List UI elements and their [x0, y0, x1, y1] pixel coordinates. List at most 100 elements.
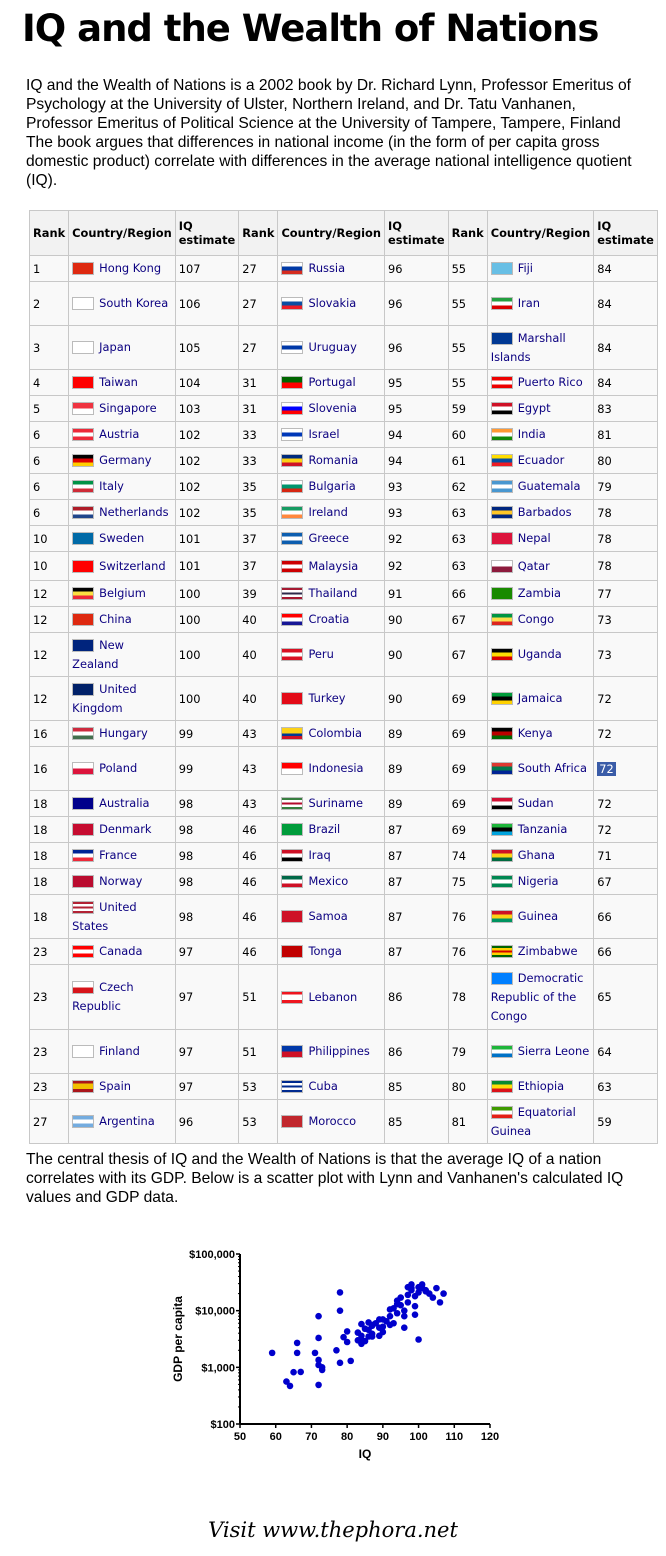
- country-cell[interactable]: Peru: [277, 632, 385, 677]
- country-cell[interactable]: Morocco: [277, 1099, 385, 1144]
- country-cell[interactable]: Indonesia: [277, 746, 385, 791]
- country-link[interactable]: Russia: [308, 261, 346, 275]
- country-cell[interactable]: Australia: [68, 790, 176, 817]
- country-link[interactable]: Taiwan: [99, 375, 138, 389]
- country-cell[interactable]: New Zealand: [68, 632, 176, 677]
- country-link[interactable]: Portugal: [308, 375, 356, 389]
- country-link[interactable]: Denmark: [99, 822, 152, 836]
- country-link[interactable]: Czech Republic: [72, 980, 134, 1013]
- country-link[interactable]: Puerto Rico: [517, 375, 583, 389]
- country-link[interactable]: Hong Kong: [99, 261, 162, 275]
- country-link[interactable]: Uruguay: [308, 340, 357, 354]
- country-cell[interactable]: Kenya: [486, 720, 595, 747]
- country-link[interactable]: Singapore: [99, 401, 157, 415]
- country-link[interactable]: Brazil: [308, 822, 341, 836]
- country-link[interactable]: Nigeria: [517, 874, 559, 888]
- country-link[interactable]: Norway: [99, 874, 143, 888]
- country-cell[interactable]: Lebanon: [277, 964, 385, 1030]
- country-link[interactable]: Jamaica: [517, 691, 563, 705]
- country-cell[interactable]: Japan: [68, 325, 176, 370]
- country-link[interactable]: Italy: [99, 479, 124, 493]
- country-link[interactable]: Iraq: [308, 848, 331, 862]
- country-link[interactable]: Australia: [99, 796, 150, 810]
- country-link[interactable]: South Africa: [517, 761, 587, 775]
- country-cell[interactable]: Puerto Rico: [486, 369, 595, 396]
- country-link[interactable]: Guinea: [517, 909, 559, 923]
- country-cell[interactable]: Poland: [68, 746, 176, 791]
- country-cell[interactable]: Belgium: [68, 580, 176, 607]
- country-cell[interactable]: Slovenia: [277, 395, 385, 422]
- country-link[interactable]: Uganda: [517, 647, 562, 661]
- country-link[interactable]: Switzerland: [99, 558, 166, 573]
- country-cell[interactable]: United Kingdom: [68, 676, 176, 721]
- country-cell[interactable]: United States: [68, 894, 176, 939]
- country-link[interactable]: Mexico: [308, 874, 349, 888]
- country-cell[interactable]: Fiji: [486, 255, 595, 282]
- country-cell[interactable]: Samoa: [277, 894, 385, 939]
- country-cell[interactable]: Germany: [68, 447, 176, 474]
- country-cell[interactable]: France: [68, 842, 176, 869]
- country-cell[interactable]: Ethiopia: [486, 1073, 595, 1100]
- country-cell[interactable]: Equatorial Guinea: [486, 1099, 595, 1144]
- country-cell[interactable]: Argentina: [68, 1099, 176, 1144]
- country-cell[interactable]: South Africa: [486, 746, 595, 791]
- country-link[interactable]: Belgium: [99, 586, 146, 600]
- country-link[interactable]: Finland: [99, 1044, 140, 1058]
- country-cell[interactable]: Jamaica: [486, 676, 595, 721]
- country-link[interactable]: Germany: [99, 453, 152, 467]
- country-cell[interactable]: Taiwan: [68, 369, 176, 396]
- country-link[interactable]: Israel: [308, 427, 340, 441]
- country-link[interactable]: Croatia: [308, 612, 350, 626]
- country-cell[interactable]: Slovakia: [277, 281, 385, 326]
- country-link[interactable]: Thailand: [308, 586, 358, 600]
- country-cell[interactable]: Norway: [68, 868, 176, 895]
- country-link[interactable]: Netherlands: [99, 505, 169, 519]
- country-cell[interactable]: Greece: [277, 525, 385, 552]
- country-cell[interactable]: Cuba: [277, 1073, 385, 1100]
- country-cell[interactable]: Denmark: [68, 816, 176, 843]
- country-cell[interactable]: Malaysia: [277, 551, 385, 581]
- country-cell[interactable]: Sweden: [68, 525, 176, 552]
- country-cell[interactable]: Turkey: [277, 676, 385, 721]
- country-link[interactable]: Zambia: [517, 586, 561, 600]
- country-link[interactable]: Romania: [308, 453, 359, 467]
- country-link[interactable]: Samoa: [308, 909, 348, 923]
- country-cell[interactable]: Thailand: [277, 580, 385, 607]
- country-cell[interactable]: Hong Kong: [68, 255, 176, 282]
- country-link[interactable]: Ghana: [517, 848, 555, 862]
- country-cell[interactable]: Uruguay: [277, 325, 385, 370]
- country-cell[interactable]: Romania: [277, 447, 385, 474]
- country-link[interactable]: Nepal: [517, 531, 551, 545]
- country-cell[interactable]: Mexico: [277, 868, 385, 895]
- country-cell[interactable]: Switzerland: [68, 551, 176, 581]
- country-cell[interactable]: Iraq: [277, 842, 385, 869]
- country-link[interactable]: Cuba: [308, 1079, 338, 1093]
- country-cell[interactable]: Israel: [277, 421, 385, 448]
- country-link[interactable]: Indonesia: [308, 761, 364, 775]
- country-cell[interactable]: Tanzania: [486, 816, 595, 843]
- country-link[interactable]: Fiji: [517, 261, 533, 275]
- country-link[interactable]: India: [517, 427, 546, 441]
- country-cell[interactable]: Iran: [486, 281, 595, 326]
- country-link[interactable]: Canada: [99, 944, 143, 958]
- country-cell[interactable]: Qatar: [486, 551, 595, 581]
- country-link[interactable]: China: [99, 612, 132, 626]
- country-link[interactable]: Turkey: [308, 691, 346, 705]
- country-cell[interactable]: Tonga: [277, 938, 385, 965]
- country-cell[interactable]: Croatia: [277, 606, 385, 633]
- country-cell[interactable]: Bulgaria: [277, 473, 385, 500]
- country-link[interactable]: Barbados: [517, 505, 572, 519]
- country-cell[interactable]: Sierra Leone: [486, 1029, 595, 1074]
- country-cell[interactable]: Canada: [68, 938, 176, 965]
- country-cell[interactable]: Portugal: [277, 369, 385, 396]
- country-cell[interactable]: Ireland: [277, 499, 385, 526]
- country-cell[interactable]: Spain: [68, 1073, 176, 1100]
- country-link[interactable]: United Kingdom: [72, 681, 137, 715]
- country-cell[interactable]: Italy: [68, 473, 176, 500]
- country-cell[interactable]: India: [486, 421, 595, 448]
- country-link[interactable]: Slovakia: [308, 296, 357, 310]
- country-link[interactable]: Peru: [308, 647, 334, 661]
- country-link[interactable]: Malaysia: [308, 558, 359, 573]
- country-cell[interactable]: Austria: [68, 421, 176, 448]
- country-cell[interactable]: Marshall Islands: [486, 325, 595, 370]
